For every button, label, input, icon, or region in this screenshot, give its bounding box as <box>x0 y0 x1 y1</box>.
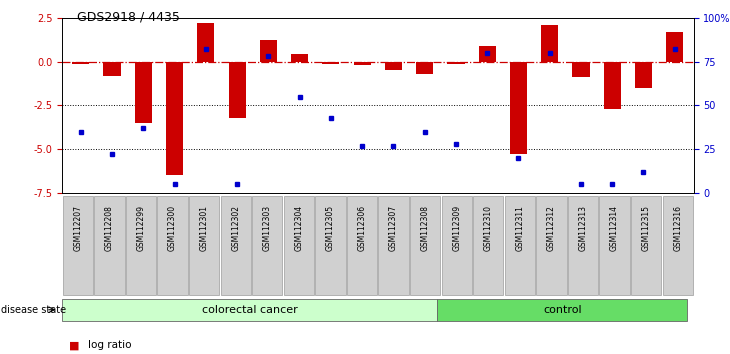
FancyBboxPatch shape <box>663 196 693 295</box>
FancyBboxPatch shape <box>410 196 440 295</box>
Bar <box>447 62 464 64</box>
Text: GSM112302: GSM112302 <box>231 205 240 251</box>
Bar <box>510 62 527 154</box>
FancyBboxPatch shape <box>284 196 314 295</box>
Text: GSM112208: GSM112208 <box>105 205 114 251</box>
Bar <box>291 55 308 62</box>
Bar <box>666 32 683 62</box>
Bar <box>385 62 402 70</box>
FancyBboxPatch shape <box>220 196 251 295</box>
Bar <box>353 62 371 65</box>
Text: GSM112303: GSM112303 <box>263 205 272 251</box>
Text: GSM112304: GSM112304 <box>294 205 304 251</box>
Bar <box>72 62 89 64</box>
FancyBboxPatch shape <box>189 196 219 295</box>
Text: GSM112313: GSM112313 <box>578 205 588 251</box>
Bar <box>104 62 120 75</box>
FancyBboxPatch shape <box>378 196 409 295</box>
Text: GSM112299: GSM112299 <box>137 205 145 251</box>
FancyBboxPatch shape <box>347 196 377 295</box>
Text: ■: ■ <box>69 340 80 350</box>
Text: GSM112306: GSM112306 <box>358 205 366 251</box>
FancyBboxPatch shape <box>568 196 598 295</box>
FancyBboxPatch shape <box>252 196 283 295</box>
FancyBboxPatch shape <box>158 196 188 295</box>
Text: GSM112300: GSM112300 <box>168 205 177 251</box>
Text: control: control <box>543 305 582 315</box>
Bar <box>479 46 496 62</box>
Text: disease state: disease state <box>1 305 66 315</box>
Bar <box>322 62 339 64</box>
Text: GDS2918 / 4435: GDS2918 / 4435 <box>77 11 180 24</box>
Text: GSM112312: GSM112312 <box>547 205 556 251</box>
Text: GSM112301: GSM112301 <box>199 205 209 251</box>
Text: GSM112207: GSM112207 <box>73 205 82 251</box>
Bar <box>228 62 246 118</box>
Text: GSM112305: GSM112305 <box>326 205 335 251</box>
FancyBboxPatch shape <box>126 196 156 295</box>
Bar <box>135 62 152 123</box>
Bar <box>635 62 652 88</box>
Bar <box>604 62 620 109</box>
Bar <box>541 25 558 62</box>
FancyBboxPatch shape <box>504 196 535 295</box>
FancyBboxPatch shape <box>473 196 504 295</box>
Text: GSM112316: GSM112316 <box>673 205 683 251</box>
FancyBboxPatch shape <box>62 298 437 321</box>
Bar <box>166 62 183 176</box>
FancyBboxPatch shape <box>94 196 125 295</box>
Text: colorectal cancer: colorectal cancer <box>201 305 298 315</box>
Text: GSM112307: GSM112307 <box>389 205 398 251</box>
Bar <box>197 23 215 62</box>
Text: GSM112311: GSM112311 <box>515 205 524 251</box>
FancyBboxPatch shape <box>437 298 687 321</box>
Bar <box>260 40 277 62</box>
Text: GSM112309: GSM112309 <box>452 205 461 251</box>
Text: GSM112308: GSM112308 <box>420 205 430 251</box>
FancyBboxPatch shape <box>442 196 472 295</box>
FancyBboxPatch shape <box>537 196 566 295</box>
Text: GSM112310: GSM112310 <box>484 205 493 251</box>
FancyBboxPatch shape <box>631 196 661 295</box>
Text: log ratio: log ratio <box>88 340 131 350</box>
Bar <box>416 62 434 74</box>
Text: GSM112315: GSM112315 <box>642 205 650 251</box>
FancyBboxPatch shape <box>599 196 630 295</box>
Text: GSM112314: GSM112314 <box>610 205 619 251</box>
Bar <box>572 62 590 77</box>
FancyBboxPatch shape <box>63 196 93 295</box>
FancyBboxPatch shape <box>315 196 345 295</box>
